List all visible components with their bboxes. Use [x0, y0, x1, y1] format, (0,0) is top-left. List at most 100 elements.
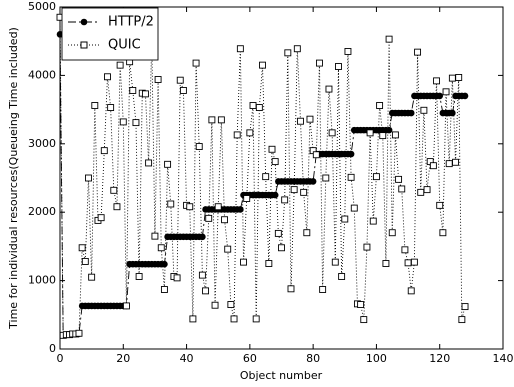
point: [401, 246, 409, 254]
point: [423, 186, 431, 194]
y-tick-label: 1000: [28, 274, 56, 287]
point: [157, 244, 165, 252]
point: [189, 315, 197, 323]
point: [205, 214, 213, 222]
point: [236, 45, 244, 53]
point: [455, 74, 463, 81]
point: [388, 229, 396, 237]
point: [227, 301, 235, 308]
point: [461, 303, 469, 311]
point: [445, 160, 453, 168]
point: [91, 102, 99, 109]
point: [284, 49, 292, 57]
point: [385, 126, 393, 134]
point: [338, 273, 346, 280]
point: [278, 244, 285, 252]
y-tick-label: 5000: [28, 0, 56, 13]
point: [287, 285, 295, 293]
point: [448, 74, 456, 82]
point: [145, 159, 153, 167]
point: [224, 245, 232, 253]
y-tick-label: 4000: [28, 68, 56, 81]
point: [176, 76, 184, 84]
point: [347, 173, 355, 181]
point: [357, 301, 365, 308]
point: [78, 244, 86, 252]
point: [290, 186, 298, 194]
point: [391, 131, 399, 139]
point: [395, 175, 403, 183]
point: [240, 258, 247, 266]
x-tick-label: 100: [366, 352, 387, 365]
x-tick-label: 40: [180, 352, 194, 365]
point: [243, 195, 251, 202]
point: [429, 162, 437, 170]
point: [116, 61, 124, 69]
point: [439, 229, 447, 237]
point: [328, 129, 336, 137]
series-line: [59, 17, 466, 336]
point: [164, 160, 172, 168]
point: [306, 115, 314, 123]
point: [407, 287, 415, 295]
x-tick-label: 140: [493, 352, 514, 365]
point: [322, 174, 330, 182]
point: [407, 109, 415, 117]
point: [433, 77, 440, 85]
point: [376, 102, 384, 109]
point: [262, 173, 270, 181]
point: [312, 151, 320, 159]
point: [398, 185, 406, 193]
point: [122, 302, 130, 310]
point: [363, 243, 371, 251]
point: [458, 316, 466, 324]
point: [246, 129, 254, 137]
point: [300, 188, 308, 196]
point: [436, 201, 444, 209]
point: [100, 147, 108, 155]
y-axis-label: Time for individual resources(Queueing T…: [7, 27, 20, 330]
point: [192, 59, 200, 67]
point: [366, 129, 374, 137]
y-tick-label: 0: [49, 342, 56, 355]
point: [297, 117, 304, 125]
point: [271, 158, 279, 166]
point: [75, 329, 83, 337]
point: [259, 61, 266, 69]
point: [129, 86, 137, 94]
point: [316, 59, 323, 67]
point: [420, 106, 428, 114]
x-tick-label: 0: [57, 352, 64, 365]
point: [385, 35, 393, 43]
point: [237, 206, 244, 213]
point: [303, 229, 311, 237]
point: [161, 260, 168, 268]
point: [372, 173, 380, 181]
point: [230, 315, 238, 323]
point: [154, 76, 162, 83]
legend-label: QUIC: [108, 38, 141, 53]
point: [186, 203, 194, 211]
point: [179, 86, 187, 94]
point: [382, 260, 390, 267]
point: [249, 102, 257, 109]
point: [110, 186, 118, 194]
x-tick-label: 20: [116, 352, 130, 365]
point: [274, 229, 282, 237]
point: [211, 301, 219, 309]
point: [88, 273, 96, 281]
point: [252, 315, 260, 323]
point: [268, 145, 276, 153]
legend-box: [61, 7, 159, 61]
x-tick-label: 60: [243, 352, 257, 365]
point: [404, 259, 412, 267]
point: [379, 132, 387, 140]
point: [350, 204, 358, 212]
point: [331, 258, 339, 266]
point: [347, 150, 355, 158]
point: [452, 158, 459, 166]
point: [199, 233, 206, 241]
point: [461, 92, 469, 100]
